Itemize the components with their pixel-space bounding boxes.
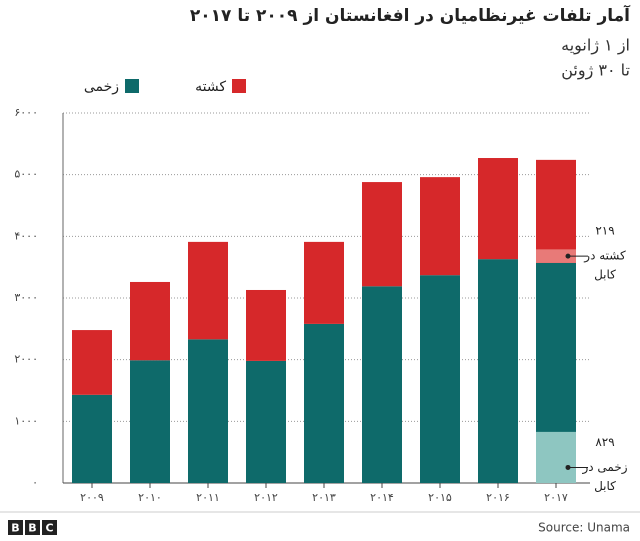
source: Source: Unama — [538, 521, 630, 535]
y-tick-label: ۱۰۰۰ — [14, 414, 38, 427]
y-tick-label: ۲۰۰۰ — [14, 353, 38, 366]
x-tick-label: ۲۰۱۷ — [544, 491, 568, 504]
bar — [362, 286, 402, 483]
bar — [130, 360, 170, 483]
legend-label: کشته — [195, 79, 226, 95]
bar — [72, 394, 112, 483]
y-tick-label: ۰ — [32, 476, 38, 489]
x-tick-label: ۲۰۱۵ — [428, 491, 452, 504]
chart-title: آمار تلفات غیرنظامیان در افغانستان از ۲۰… — [190, 4, 631, 26]
x-tick-label: ۲۰۱۶ — [486, 491, 510, 504]
logo-box — [42, 520, 57, 535]
bar — [130, 281, 170, 361]
bar — [478, 259, 518, 483]
annotation-label: کشته در — [583, 249, 626, 264]
legend-swatch — [125, 79, 139, 93]
bar — [246, 360, 286, 483]
annotation-label: زخمی در — [581, 460, 627, 475]
x-tick-label: ۲۰۰۹ — [80, 491, 104, 504]
annotation-value: ۸۲۹ — [595, 435, 614, 449]
x-tick-label: ۲۰۱۴ — [370, 491, 394, 504]
bar — [304, 323, 344, 483]
highlight-bar — [536, 431, 576, 483]
logo-letter: B — [28, 522, 36, 535]
bar — [420, 275, 460, 483]
annotation-value: ۲۱۹ — [595, 224, 614, 238]
annotation-label: کابل — [594, 268, 616, 282]
bar — [188, 241, 228, 340]
y-tick-label: ۶۰۰۰ — [14, 106, 38, 119]
legend-label: زخمی — [84, 79, 119, 95]
logo-box — [8, 520, 23, 535]
x-tick-label: ۲۰۱۱ — [196, 491, 220, 504]
subtitle: تا ۳۰ ژوئن — [561, 61, 630, 81]
bar — [362, 182, 402, 287]
bar — [304, 241, 344, 324]
x-tick-label: ۲۰۱۳ — [312, 491, 336, 504]
y-tick-label: ۴۰۰۰ — [14, 229, 38, 242]
subtitle: از ۱ ژانویه — [561, 36, 630, 56]
logo-letter: C — [45, 522, 53, 535]
y-tick-label: ۵۰۰۰ — [14, 168, 38, 181]
bar — [420, 177, 460, 276]
bar — [536, 159, 576, 263]
y-tick-label: ۳۰۰۰ — [14, 291, 38, 304]
logo-letter: B — [11, 522, 19, 535]
bar — [72, 330, 112, 395]
highlight-bar — [536, 249, 576, 263]
logo-box — [25, 520, 40, 535]
bar — [246, 289, 286, 361]
bar — [478, 158, 518, 260]
x-tick-label: ۲۰۱۲ — [254, 491, 278, 504]
legend-swatch — [232, 79, 246, 93]
annotation-label: کابل — [594, 479, 616, 493]
bar — [188, 339, 228, 483]
x-tick-label: ۲۰۱۰ — [138, 491, 162, 504]
